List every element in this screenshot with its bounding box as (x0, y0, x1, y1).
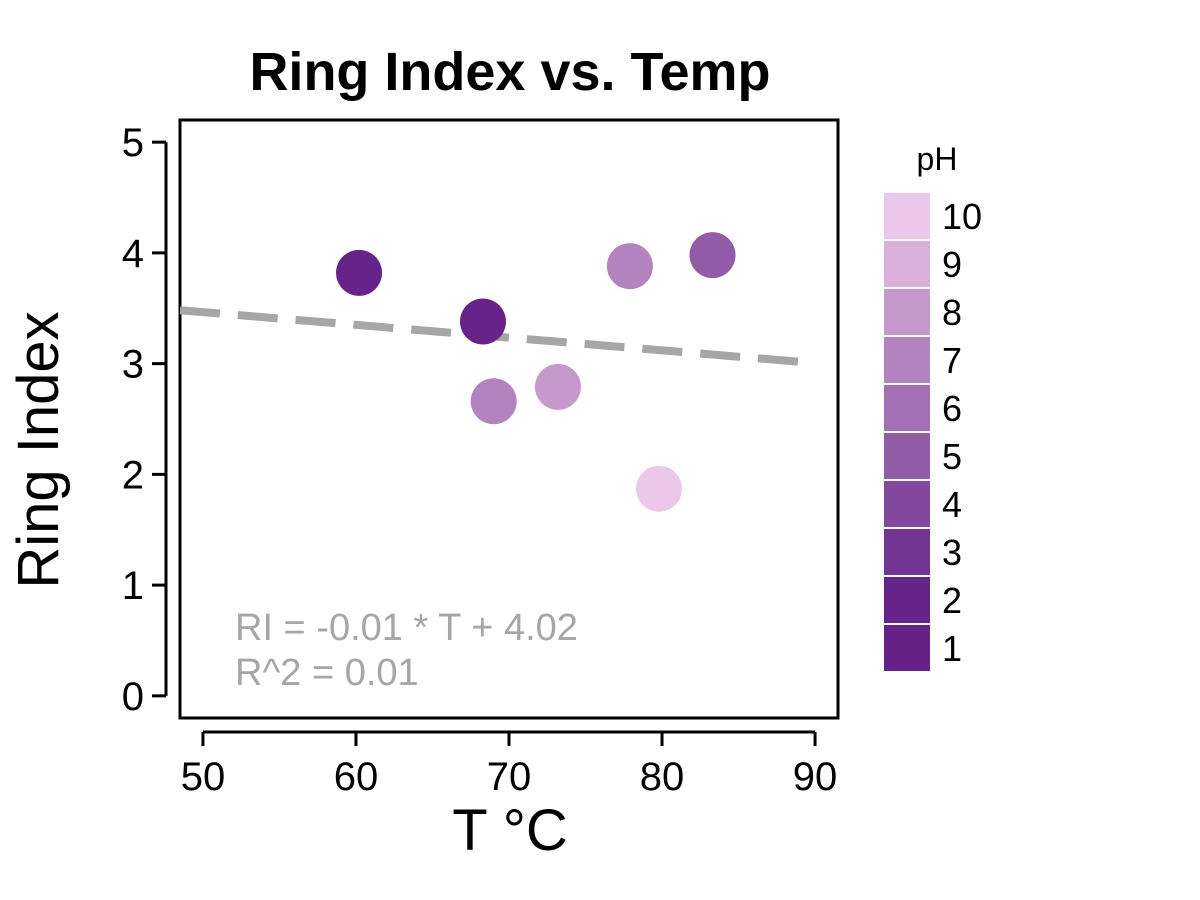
data-point-7 (689, 232, 736, 279)
x-tick-label-50: 50 (181, 755, 226, 799)
y-tick-label-3: 3 (122, 343, 144, 387)
regression-annotation-1: RI = -0.01 * T + 4.02 (235, 607, 578, 649)
legend-label-5: 5 (942, 436, 962, 477)
data-point-1 (336, 249, 383, 296)
legend-swatch-3 (884, 529, 930, 575)
legend-swatch-5 (884, 433, 930, 479)
legend-label-8: 8 (942, 292, 962, 333)
data-point-3 (470, 378, 517, 425)
x-tick-label-90: 90 (793, 755, 838, 799)
data-point-6 (635, 465, 682, 512)
legend-swatch-8 (884, 289, 930, 335)
data-point-2 (459, 298, 506, 345)
legend-label-4: 4 (942, 484, 962, 525)
x-axis-title: T °C (452, 798, 568, 863)
legend-label-1: 1 (942, 628, 962, 669)
legend-label-7: 7 (942, 340, 962, 381)
regression-annotation-2: R^2 = 0.01 (235, 652, 419, 694)
data-point-4 (534, 363, 581, 410)
legend-label-6: 6 (942, 388, 962, 429)
y-axis-title: Ring Index (6, 311, 71, 588)
legend-swatch-4 (884, 481, 930, 527)
y-tick-label-1: 1 (122, 564, 144, 608)
legend-label-9: 9 (942, 244, 962, 285)
y-tick-label-4: 4 (122, 232, 144, 276)
legend-swatch-2 (884, 577, 930, 623)
x-tick-label-60: 60 (334, 755, 379, 799)
legend-swatch-1 (884, 625, 930, 671)
legend-label-10: 10 (942, 196, 982, 237)
plot-border (178, 118, 840, 720)
chart-title: Ring Index vs. Temp (249, 42, 770, 102)
legend-label-2: 2 (942, 580, 962, 621)
legend-swatch-9 (884, 241, 930, 287)
legend-swatch-10 (884, 193, 930, 239)
y-tick-label-0: 0 (122, 675, 144, 719)
legend-swatch-6 (884, 385, 930, 431)
legend: pH 10 9 8 7 6 5 4 3 2 1 (884, 141, 982, 671)
y-tick-label-2: 2 (122, 453, 144, 497)
legend-title: pH (917, 141, 958, 177)
data-point-5 (606, 243, 653, 290)
x-tick-label-70: 70 (487, 755, 532, 799)
legend-swatch-7 (884, 337, 930, 383)
y-tick-label-5: 5 (122, 121, 144, 165)
x-tick-label-80: 80 (640, 755, 685, 799)
legend-label-3: 3 (942, 532, 962, 573)
